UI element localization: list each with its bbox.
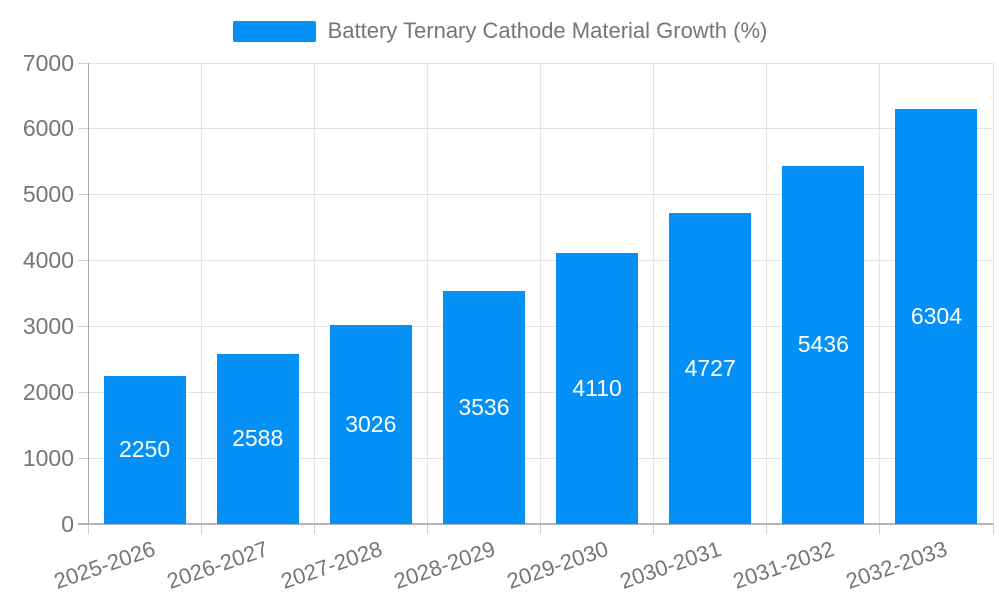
bar-2028-2029[interactable]: 3536 <box>442 291 525 524</box>
x-axis-tick <box>87 524 89 534</box>
bar-2032-2033[interactable]: 6304 <box>895 108 978 524</box>
bar-2027-2028[interactable]: 3026 <box>329 324 412 524</box>
x-gridline <box>313 63 315 524</box>
x-axis-tick <box>200 524 202 534</box>
y-axis-tick-label: 2000 <box>22 378 74 405</box>
bar-2025-2026[interactable]: 2250 <box>103 375 186 524</box>
y-gridline <box>88 128 993 130</box>
x-axis-tick <box>879 524 881 534</box>
y-axis-tick <box>78 457 88 459</box>
x-axis-tick <box>992 524 994 534</box>
y-axis-tick <box>78 194 88 196</box>
legend-swatch-icon <box>232 20 316 42</box>
x-axis-tick <box>540 524 541 534</box>
x-axis-tick <box>313 524 315 534</box>
x-gridline <box>200 63 202 524</box>
x-gridline <box>766 63 768 524</box>
y-axis-tick <box>78 325 88 327</box>
x-axis-category-label: 2026-2027 <box>164 536 272 594</box>
bar-2026-2027[interactable]: 2588 <box>216 353 299 524</box>
x-axis-tick <box>426 524 428 534</box>
bar-value-label: 3536 <box>458 394 510 421</box>
x-gridline <box>426 63 428 524</box>
x-axis-category-label: 2032-2033 <box>842 536 951 594</box>
y-axis-line <box>87 63 89 524</box>
x-axis-tick <box>653 524 655 534</box>
y-axis-tick-label: 7000 <box>22 49 74 76</box>
bar-value-label: 2588 <box>232 425 284 452</box>
y-axis-tick-label: 6000 <box>22 115 74 142</box>
legend-label: Battery Ternary Cathode Material Growth … <box>327 18 768 43</box>
bar-value-label: 6304 <box>910 302 963 329</box>
x-axis-category-label: 2028-2029 <box>390 536 499 594</box>
y-axis-tick <box>78 260 88 262</box>
y-axis-tick-label: 1000 <box>22 444 74 471</box>
bar-value-label: 5436 <box>797 331 849 358</box>
bar-value-label: 2250 <box>118 436 171 463</box>
bar-2030-2031[interactable]: 4727 <box>669 212 752 524</box>
x-gridline <box>992 63 994 524</box>
x-axis-tick <box>766 524 768 534</box>
bar-2031-2032[interactable]: 5436 <box>782 166 865 524</box>
bar-value-label: 3026 <box>345 410 397 437</box>
x-gridline <box>879 63 881 524</box>
bar-value-label: 4727 <box>684 354 736 381</box>
y-axis-tick <box>78 391 88 393</box>
y-axis-tick <box>78 62 88 64</box>
y-axis-tick <box>78 523 88 525</box>
x-gridline <box>653 63 655 524</box>
x-gridline <box>540 63 541 524</box>
x-axis-category-label: 2029-2030 <box>503 536 612 594</box>
legend-item[interactable]: Battery Ternary Cathode Material Growth … <box>0 18 1000 44</box>
x-axis-category-label: 2025-2026 <box>51 536 159 594</box>
y-axis-tick-label: 0 <box>61 510 74 537</box>
bar-2029-2030[interactable]: 4110 <box>556 253 639 524</box>
x-axis-category-label: 2027-2028 <box>277 536 385 594</box>
y-axis-tick-label: 3000 <box>22 312 74 339</box>
bar-value-label: 4110 <box>572 375 622 402</box>
y-axis-tick <box>78 128 88 130</box>
x-axis-category-label: 2031-2032 <box>729 536 838 594</box>
y-axis-tick-label: 4000 <box>22 247 74 274</box>
y-gridline <box>88 62 993 64</box>
x-axis-category-label: 2030-2031 <box>616 536 725 594</box>
y-axis-tick-label: 5000 <box>22 181 74 208</box>
